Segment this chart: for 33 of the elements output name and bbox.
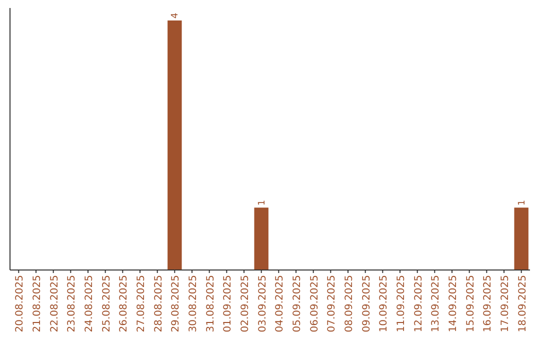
x-tick-label: 23.08.2025 [66,275,78,332]
x-tick-label: 12.09.2025 [413,275,424,332]
x-tick-label: 15.09.2025 [465,275,476,332]
x-tick-label: 20.08.2025 [14,275,26,332]
x-tick-label: 24.08.2025 [84,275,95,332]
x-tick-label: 03.09.2025 [257,275,268,332]
x-tick-label: 18.09.2025 [517,275,528,332]
x-tick-label: 29.08.2025 [170,275,182,332]
x-tick-label: 14.09.2025 [448,275,459,332]
x-tick-label: 21.08.2025 [32,275,43,332]
x-tick-label: 22.08.2025 [49,275,60,332]
x-tick-label: 30.08.2025 [188,275,199,332]
x-tick-label: 13.09.2025 [430,275,442,332]
x-tick-label: 16.09.2025 [482,275,494,332]
x-tick-label: 10.09.2025 [378,275,390,332]
x-tick-label: 11.09.2025 [396,275,407,332]
data-label: 4 [170,12,181,18]
data-label: 1 [257,200,268,206]
x-tick-label: 07.09.2025 [326,275,338,332]
x-tick-label: 08.09.2025 [344,275,355,332]
x-tick-label: 05.09.2025 [292,275,303,332]
x-tick-label: 02.09.2025 [240,275,251,332]
x-tick-label: 28.08.2025 [153,275,164,332]
x-tick-label: 26.08.2025 [118,275,130,332]
x-tick-label: 09.09.2025 [361,275,372,332]
x-tick-label: 01.09.2025 [222,275,234,332]
x-tick-label: 27.08.2025 [136,275,147,332]
x-tick-label: 17.09.2025 [500,275,511,332]
x-tick-label: 04.09.2025 [274,275,286,332]
x-tick-label: 31.08.2025 [205,275,216,332]
x-tick-label: 06.09.2025 [309,275,320,332]
data-label: 1 [517,200,528,206]
x-tick-label: 25.08.2025 [101,275,112,332]
